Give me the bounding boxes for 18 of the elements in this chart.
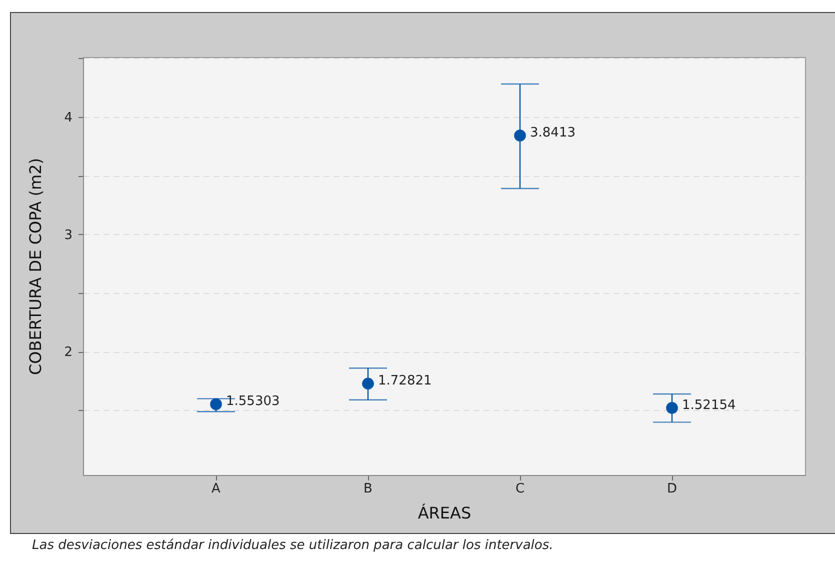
data-label: 1.72821 bbox=[378, 374, 432, 389]
x-tick-label: B bbox=[364, 482, 372, 496]
y-axis-title: COBERTURA DE COPA (m2) bbox=[26, 158, 46, 375]
data-label: 3.8413 bbox=[530, 126, 576, 141]
x-tick-label: A bbox=[212, 482, 221, 496]
x-axis-title: ÁREAS bbox=[418, 504, 472, 522]
x-tick-label: C bbox=[515, 482, 525, 496]
data-label: 1.55303 bbox=[226, 394, 280, 410]
y-tick-label: 3 bbox=[64, 228, 72, 243]
point bbox=[666, 402, 678, 414]
y-tick-label: 4 bbox=[64, 110, 72, 126]
data-label: 1.52154 bbox=[682, 398, 736, 413]
point bbox=[514, 130, 526, 142]
text: Las desviaciones estándar individuales se utilizaron para calcular los intervalos. bbox=[32, 538, 554, 553]
point bbox=[210, 398, 222, 410]
point bbox=[362, 378, 374, 390]
x-tick-label: D bbox=[666, 482, 678, 496]
y-tick-label: 2 bbox=[64, 345, 72, 360]
